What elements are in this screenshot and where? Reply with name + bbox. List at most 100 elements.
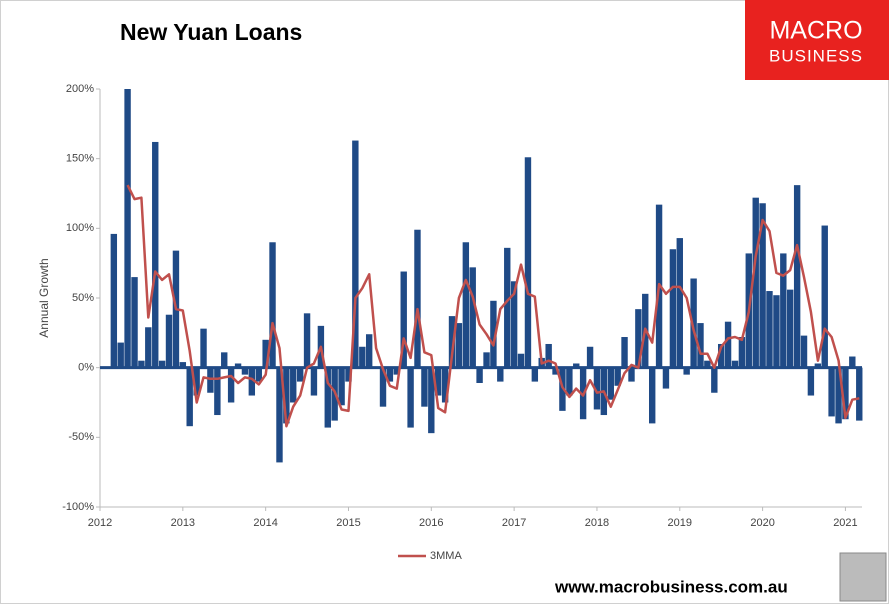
- bar: [117, 342, 124, 368]
- logo-text: BUSINESS: [769, 46, 863, 65]
- line: [126, 184, 860, 428]
- bar: [200, 328, 207, 368]
- bar: [524, 157, 532, 368]
- bar: [234, 363, 242, 368]
- bar: [786, 289, 794, 368]
- bar: [393, 367, 400, 375]
- bar: [158, 360, 166, 368]
- bar: [441, 367, 449, 403]
- bar: [849, 356, 856, 368]
- bar: [517, 353, 525, 368]
- bar: [614, 367, 621, 386]
- bar: [269, 242, 276, 368]
- bar: [262, 339, 269, 368]
- bar: [814, 363, 822, 368]
- y-tick-label: -100%: [62, 501, 94, 513]
- bar: [345, 367, 352, 382]
- footer-url: www.macrobusiness.com.au: [554, 577, 788, 596]
- bar: [448, 316, 456, 368]
- bar: [573, 363, 580, 368]
- bar: [476, 367, 483, 383]
- y-tick-label: 150%: [66, 153, 94, 165]
- bar: [717, 343, 725, 368]
- bar: [497, 367, 504, 382]
- bar: [138, 360, 145, 368]
- bar: [711, 367, 718, 393]
- bar: [697, 323, 704, 368]
- bar: [752, 197, 759, 368]
- bar: [469, 267, 476, 368]
- bar: [145, 327, 152, 368]
- bar: [179, 362, 187, 368]
- bar: [214, 367, 221, 416]
- bar: [531, 367, 539, 382]
- bar: [400, 271, 407, 368]
- bar: [504, 247, 511, 368]
- x-tick-label: 2013: [171, 517, 195, 529]
- logo-box: [745, 0, 889, 80]
- bar: [303, 313, 311, 368]
- bar: [835, 367, 842, 424]
- bar: [165, 314, 173, 368]
- bar: [248, 367, 256, 396]
- bar: [421, 367, 428, 407]
- logo-text: MACRO: [769, 17, 862, 45]
- bar: [462, 242, 470, 368]
- bar: [290, 367, 297, 403]
- legend-label: 3MMA: [430, 550, 462, 562]
- bar: [545, 343, 552, 368]
- y-axis-label: Annual Growth: [37, 258, 51, 337]
- bar: [255, 367, 262, 382]
- bar: [455, 323, 463, 368]
- bar: [759, 203, 766, 368]
- bar: [227, 367, 235, 403]
- x-tick-label: 2020: [750, 517, 774, 529]
- bar: [669, 249, 677, 368]
- bar: [131, 277, 138, 368]
- bar: [283, 367, 290, 424]
- bar: [207, 367, 214, 393]
- x-tick-label: 2017: [502, 517, 526, 529]
- bar: [635, 309, 642, 368]
- bar: [628, 367, 635, 382]
- bar: [731, 360, 739, 368]
- bar: [193, 367, 200, 396]
- bar: [828, 367, 835, 417]
- bar: [241, 367, 249, 375]
- bar: [621, 337, 628, 368]
- bar: [704, 360, 711, 368]
- bar: [807, 367, 815, 396]
- bar: [338, 367, 345, 406]
- bar: [483, 352, 490, 368]
- bar: [490, 300, 497, 368]
- bar: [842, 367, 849, 420]
- x-tick-label: 2019: [668, 517, 692, 529]
- bar: [386, 367, 394, 382]
- bar: [793, 185, 801, 368]
- bar: [690, 278, 697, 368]
- bar: [800, 335, 808, 368]
- logo-image: [839, 552, 887, 602]
- x-tick-label: 2015: [336, 517, 360, 529]
- bar: [724, 321, 732, 368]
- bar: [324, 367, 331, 428]
- bar: [428, 367, 435, 434]
- y-tick-label: 200%: [66, 83, 94, 95]
- x-tick-label: 2014: [253, 517, 277, 529]
- bar: [566, 367, 573, 396]
- bar: [766, 291, 773, 368]
- x-tick-label: 2018: [585, 517, 609, 529]
- bar: [856, 367, 863, 421]
- y-tick-label: 100%: [66, 222, 94, 234]
- bar: [352, 140, 359, 368]
- bar: [152, 141, 159, 368]
- bar: [593, 367, 601, 410]
- bar: [662, 367, 670, 389]
- bar: [124, 89, 131, 368]
- bar: [510, 281, 518, 368]
- chart-title: New Yuan Loans: [120, 19, 302, 45]
- bar: [821, 225, 828, 368]
- bar: [434, 367, 442, 396]
- bar: [414, 229, 421, 368]
